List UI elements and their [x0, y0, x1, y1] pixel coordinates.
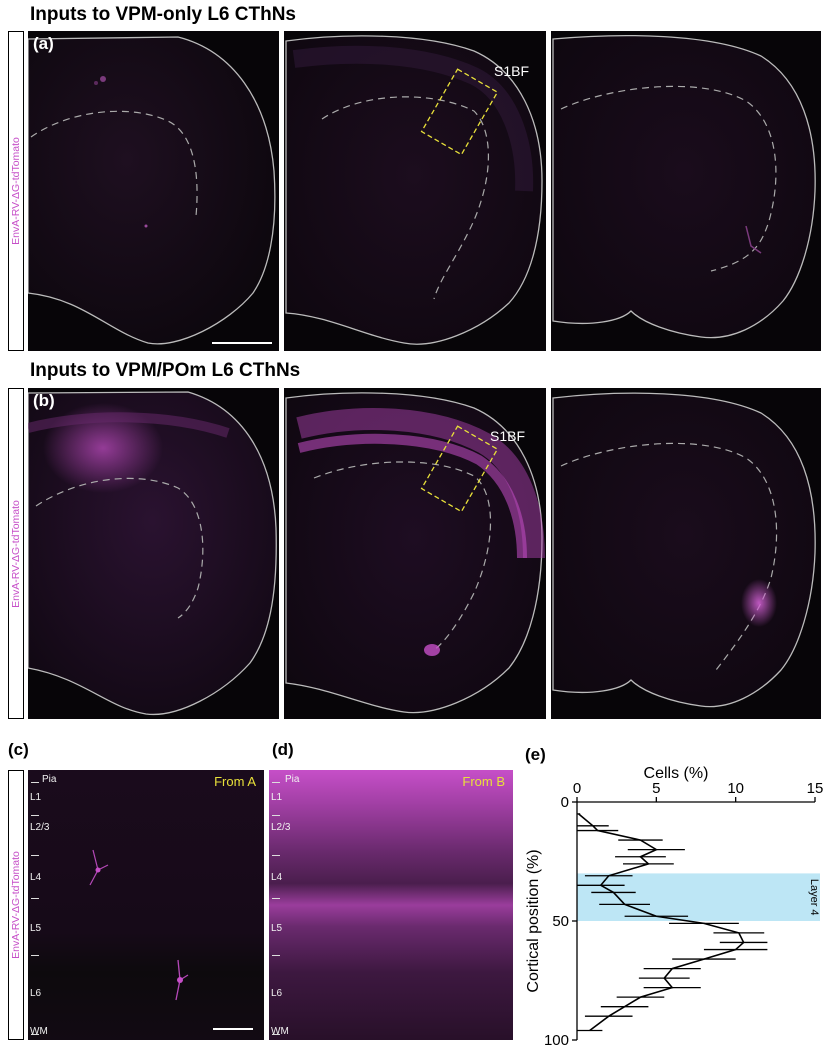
brain-section-a1	[28, 36, 276, 345]
row-a-image-3	[551, 31, 821, 351]
layer-label: WM	[30, 1026, 48, 1037]
layer-label: Pia	[285, 774, 300, 785]
layer-tick	[31, 955, 39, 956]
s1bf-label-a: S1BF	[494, 63, 530, 79]
x-axis-label: Cells (%)	[644, 765, 709, 782]
layer-tick	[272, 1034, 280, 1035]
brain-section-b2	[285, 392, 545, 714]
scale-bar	[213, 1028, 253, 1030]
row-c-side-label-box: EnvA-RV-ΔG-tdTomato	[8, 770, 24, 1040]
panel-c-cells	[89, 849, 189, 1001]
s1bf-label-b: S1BF	[490, 428, 526, 444]
layer-label: L1	[30, 792, 42, 803]
layer-tick	[31, 898, 39, 899]
row-a-side-label: EnvA-RV-ΔG-tdTomato	[10, 137, 22, 245]
layer4-band-label: Layer 4	[808, 879, 820, 916]
row-b-image-2: S1BF	[284, 388, 546, 719]
row-a-side-label-box: EnvA-RV-ΔG-tdTomato	[8, 31, 24, 351]
brain-section-a2	[285, 35, 543, 345]
row-b-title: Inputs to VPM/POm L6 CThNs	[30, 360, 301, 381]
scale-bar	[212, 342, 272, 344]
y-tick-label: 0	[561, 794, 569, 811]
layer-tick	[272, 898, 280, 899]
row-a-image-1: (a)	[28, 31, 279, 351]
layer-label: L4	[30, 872, 42, 883]
row-b-side-label: EnvA-RV-ΔG-tdTomato	[10, 499, 22, 608]
y-tick-label: 50	[552, 913, 569, 930]
layer-label: Pia	[42, 774, 57, 785]
series-line	[578, 813, 745, 1032]
row-c-side-label: EnvA-RV-ΔG-tdTomato	[10, 851, 22, 959]
layer-label: WM	[271, 1026, 289, 1037]
layer-label: L2/3	[30, 822, 50, 833]
layer-label: L4	[271, 872, 283, 883]
panel-d-image: From B Pia L1 L2/3 L4 L5 L6 WM	[269, 770, 513, 1040]
panel-letter-d: (d)	[272, 740, 294, 759]
row-a-title: Inputs to VPM-only L6 CThNs	[30, 4, 296, 25]
layer-label: L6	[271, 988, 283, 999]
row-b-side-label-box: EnvA-RV-ΔG-tdTomato	[8, 388, 24, 719]
y-axis-label: Cortical position (%)	[525, 849, 542, 992]
x-tick-label: 15	[807, 780, 824, 797]
layer-tick	[272, 815, 280, 816]
layer-tick	[272, 782, 280, 783]
layer-tick	[272, 955, 280, 956]
row-a-image-2: S1BF	[284, 31, 546, 351]
layer-label: L1	[271, 792, 283, 803]
cortical-distribution-chart: Layer 4 0 5 10 15 0 50 100 Cells (%) Cortical …	[520, 762, 828, 1050]
layer-tick	[31, 1034, 39, 1035]
layer-tick	[31, 855, 39, 856]
from-b-label: From B	[462, 774, 505, 789]
layer-tick	[272, 855, 280, 856]
panel-letter-c: (c)	[8, 740, 29, 759]
panel-letter-a: (a)	[33, 34, 54, 53]
layer4-band	[577, 873, 820, 921]
layer-label: L5	[30, 923, 42, 934]
chart-svg: Layer 4 0 5 10 15 0 50 100 Cells (%) Cortical …	[525, 765, 823, 1049]
brain-section-b3	[552, 392, 816, 708]
chart-axes: 0 5 10 15 0 50 100	[544, 780, 823, 1049]
layer-tick	[31, 815, 39, 816]
from-a-label: From A	[214, 774, 256, 789]
row-b-image-1: (b)	[28, 388, 279, 719]
x-tick-label: 10	[727, 780, 744, 797]
panel-c-image: From A Pia L1 L2/3 L4 L5 L6 WM	[28, 770, 264, 1040]
layer-label: L2/3	[271, 822, 291, 833]
layer-label: L6	[30, 988, 42, 999]
panel-letter-e: (e)	[525, 745, 546, 764]
layer-tick	[31, 782, 39, 783]
layer-label: L5	[271, 923, 283, 934]
row-b-image-3	[551, 388, 821, 719]
x-tick-label: 0	[573, 780, 581, 797]
brain-section-a3	[552, 34, 816, 339]
brain-section-b1	[28, 391, 277, 716]
x-tick-label: 5	[652, 780, 660, 797]
y-tick-label: 100	[544, 1032, 569, 1049]
chart-marks	[577, 813, 768, 1032]
panel-letter-b: (b)	[33, 391, 55, 410]
